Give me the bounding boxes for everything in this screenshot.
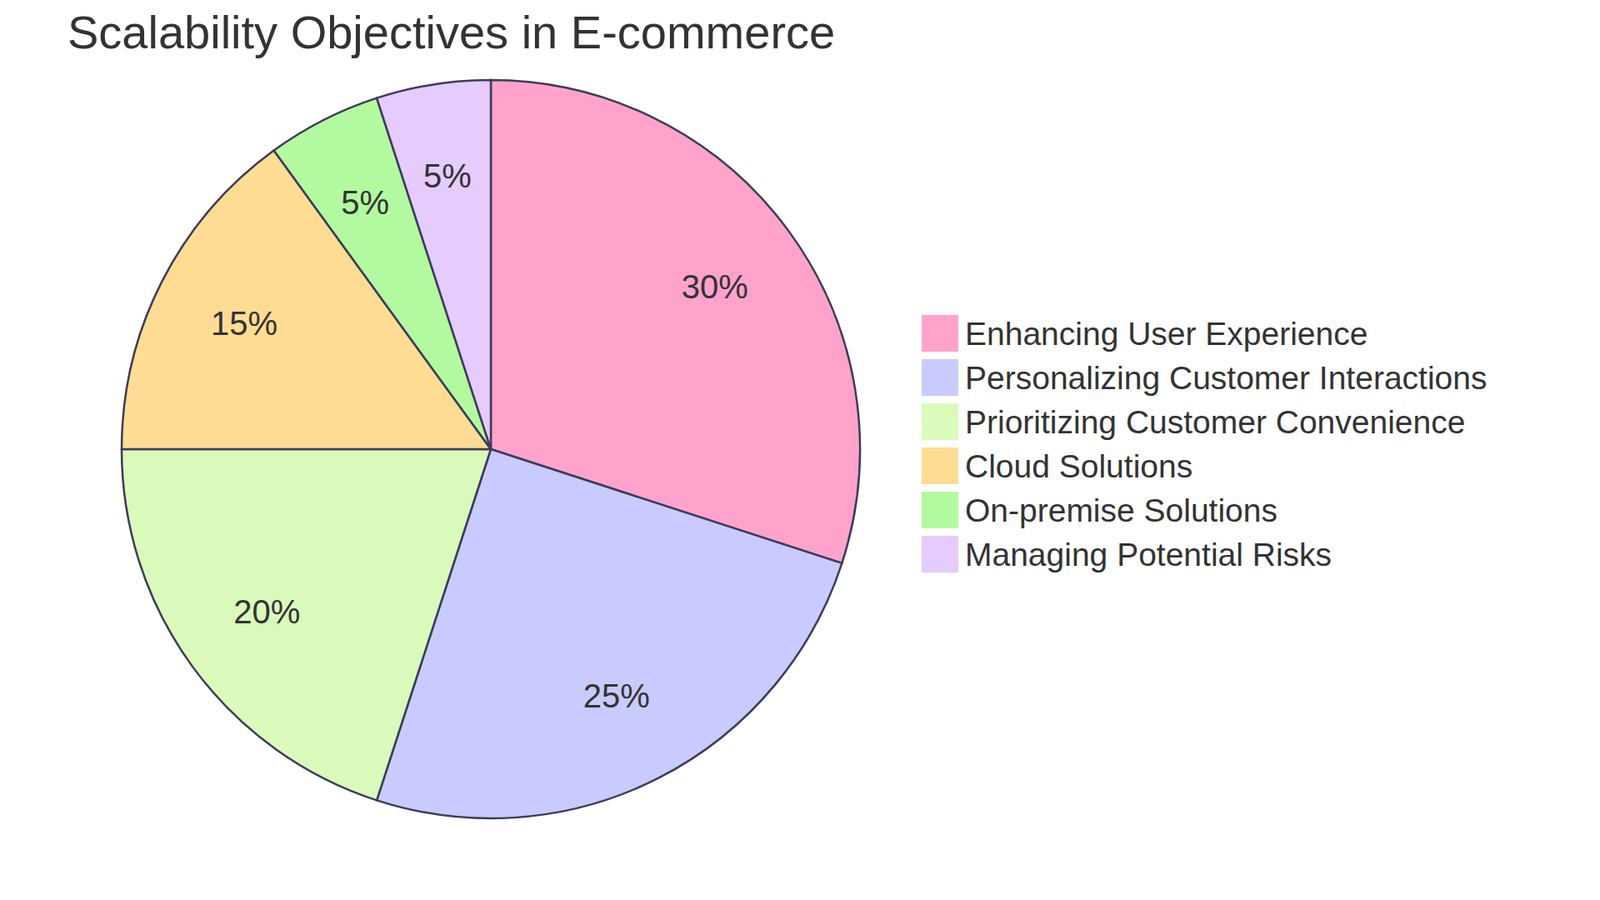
legend: Enhancing User Experience Personalizing C… xyxy=(921,315,1487,573)
legend-label: Enhancing User Experience xyxy=(965,315,1368,352)
legend-swatch xyxy=(921,447,959,485)
data-label: 5% xyxy=(340,184,390,221)
data-label: 5% xyxy=(423,157,472,195)
data-label: 25% xyxy=(583,677,650,715)
title: Scalability Objectives in E-commerce xyxy=(67,5,835,59)
chart: Scalability Objectives in E-commerce 30% 2… xyxy=(0,0,1600,900)
legend-swatch xyxy=(921,315,959,352)
legend-swatch xyxy=(921,359,959,396)
slice xyxy=(121,449,491,800)
legend-label: Personalizing Customer Interactions xyxy=(965,360,1487,396)
legend-label: Prioritizing Customer Convenience xyxy=(965,404,1465,440)
slices xyxy=(121,80,860,819)
legend-label: Managing Potential Risks xyxy=(965,536,1332,573)
legend-label: On-premise Solutions xyxy=(965,492,1278,529)
legend-label: Cloud Solutions xyxy=(965,448,1193,485)
legend-swatch xyxy=(921,403,959,440)
legend-swatch xyxy=(921,535,959,573)
data-label: 15% xyxy=(210,305,278,342)
legend-swatch xyxy=(921,491,959,529)
slice xyxy=(376,80,491,450)
data-label: 30% xyxy=(681,268,749,305)
data-label: 20% xyxy=(233,593,300,630)
